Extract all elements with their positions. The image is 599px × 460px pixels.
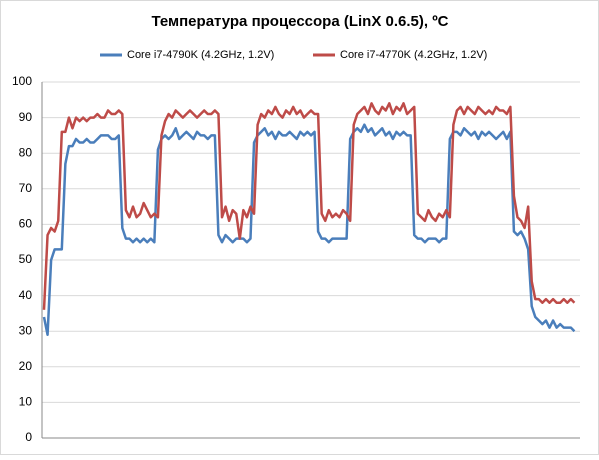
y-tick-label: 70: [19, 181, 33, 195]
series-line: [42, 123, 576, 337]
y-tick-label: 10: [19, 395, 33, 409]
y-tick-label: 50: [19, 252, 33, 266]
y-tick-label: 90: [19, 110, 33, 124]
y-tick-label: 30: [19, 323, 33, 337]
series-line: [42, 102, 576, 310]
y-tick-label: 40: [19, 288, 33, 302]
legend-label: Core i7-4790K (4.2GHz, 1.2V): [127, 49, 274, 61]
y-tick-label: 60: [19, 217, 33, 231]
y-tick-label: 100: [12, 74, 32, 88]
y-tick-label: 20: [19, 359, 33, 373]
legend-label: Core i7-4770K (4.2GHz, 1.2V): [340, 49, 487, 61]
y-tick-label: 80: [19, 145, 33, 159]
y-tick-label: 0: [25, 430, 32, 444]
chart-title: Температура процессора (LinX 0.6.5), ºC: [151, 13, 448, 30]
